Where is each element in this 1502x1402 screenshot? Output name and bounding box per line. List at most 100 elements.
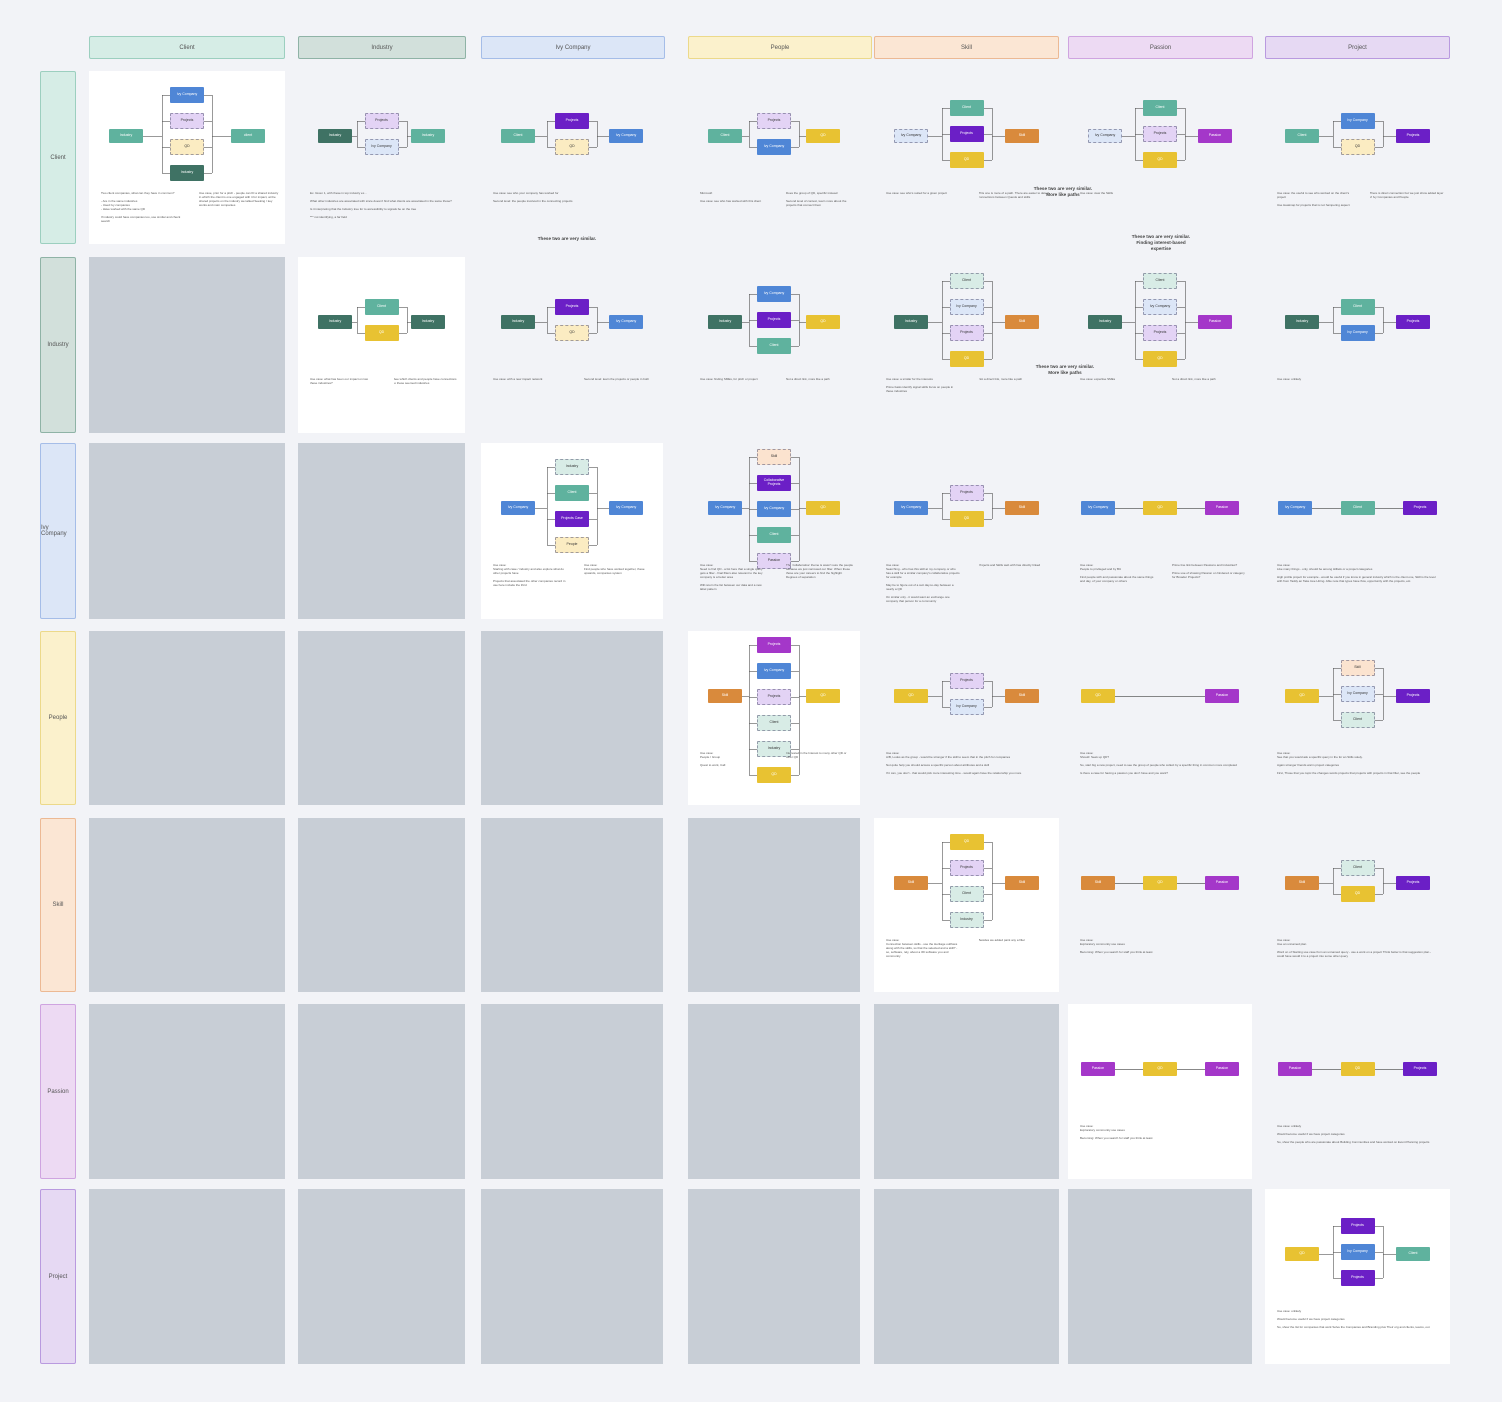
node-ivy-company[interactable]: Ivy Company [757, 139, 791, 155]
column-header-people[interactable]: People [688, 36, 872, 59]
node-industry[interactable]: Industry [411, 315, 445, 329]
node-industry[interactable]: Industry [757, 741, 791, 757]
node-projects[interactable]: Projects [1396, 689, 1430, 703]
row-header-project[interactable]: Project [40, 1189, 76, 1364]
node-projects[interactable]: Projects [757, 312, 791, 328]
node-industry[interactable]: Industry [501, 315, 535, 329]
node-industry[interactable]: Industry [318, 129, 352, 143]
column-header-skill[interactable]: Skill [874, 36, 1059, 59]
node-ivy-company[interactable]: Ivy Company [1081, 501, 1115, 515]
node-projects[interactable]: Projects [1403, 1062, 1437, 1076]
node-ivy-company[interactable]: Ivy Company [757, 286, 791, 302]
node-client[interactable]: Client [1143, 100, 1177, 116]
node-qd[interactable]: QD [170, 139, 204, 155]
node-qd[interactable]: QD [1340, 1062, 1375, 1076]
node-ivy-company[interactable]: Ivy Company [609, 501, 643, 515]
node-skill[interactable]: Skill [1285, 876, 1319, 890]
node-projects[interactable]: Projects [1143, 126, 1177, 142]
node-ivy-company[interactable]: Ivy Company [757, 501, 791, 517]
node-projects-case[interactable]: Projects Case [555, 511, 589, 527]
node-client[interactable]: Client [757, 715, 791, 731]
node-passion[interactable]: Passion [1205, 1062, 1239, 1076]
node-passion[interactable]: Passion [1205, 876, 1239, 890]
node-industry[interactable]: Industry [708, 315, 742, 329]
node-skill[interactable]: Skill [708, 689, 742, 703]
node-client[interactable]: Client [949, 273, 984, 289]
node-ivy-company[interactable]: Ivy Company [894, 501, 928, 515]
node-client[interactable]: Client [1285, 129, 1319, 143]
node-passion[interactable]: Passion [757, 553, 791, 569]
node-projects[interactable]: Projects [949, 126, 984, 142]
node-qd[interactable]: QD [1340, 139, 1375, 155]
node-client[interactable]: Client [1143, 273, 1177, 289]
node-client[interactable]: Client [1340, 299, 1375, 315]
row-header-passion[interactable]: Passion [40, 1004, 76, 1179]
node-client[interactable]: Client [1340, 501, 1375, 515]
node-qd[interactable]: QD [949, 351, 984, 367]
node-projects[interactable]: Projects [555, 113, 589, 129]
node-client[interactable]: client [231, 129, 265, 143]
node-projects[interactable]: Projects [555, 299, 589, 315]
node-ivy-company[interactable]: Ivy Company [1340, 1244, 1375, 1260]
node-qd[interactable]: QD [1143, 351, 1177, 367]
node-industry[interactable]: Industry [1285, 315, 1319, 329]
node-qd[interactable]: QD [949, 511, 984, 527]
node-client[interactable]: Client [949, 886, 984, 902]
node-ivy-company[interactable]: Ivy Company [1340, 113, 1375, 129]
node-qd[interactable]: QD [555, 325, 589, 341]
row-header-skill[interactable]: Skill [40, 818, 76, 992]
node-ivy-company[interactable]: Ivy Company [949, 299, 984, 315]
node-skill[interactable]: Skill [1005, 129, 1039, 143]
node-qd[interactable]: QD [894, 689, 928, 703]
row-header-people[interactable]: People [40, 631, 76, 805]
node-ivy-company[interactable]: Ivy Company [1088, 129, 1122, 143]
node-ivy-company[interactable]: Ivy Company [1340, 686, 1375, 702]
node-projects[interactable]: Projects [949, 485, 984, 501]
node-collaborative-projects[interactable]: Collaborative Projects [757, 475, 791, 491]
node-client[interactable]: Client [757, 527, 791, 543]
node-ivy-company[interactable]: Ivy Company [364, 139, 399, 155]
node-qd[interactable]: QD [949, 152, 984, 168]
node-industry[interactable]: Industry [555, 459, 589, 475]
node-projects[interactable]: Projects [1396, 129, 1430, 143]
node-qd[interactable]: QD [364, 325, 399, 341]
node-ivy-company[interactable]: Ivy Company [609, 129, 643, 143]
node-skill[interactable]: Skill [1005, 876, 1039, 890]
node-qd[interactable]: QD [806, 129, 840, 143]
node-projects[interactable]: Projects [170, 113, 204, 129]
node-ivy-company[interactable]: Ivy Company [949, 699, 984, 715]
row-header-industry[interactable]: Industry [40, 257, 76, 433]
node-skill[interactable]: Skill [757, 449, 791, 465]
node-ivy-company[interactable]: Ivy Company [1278, 501, 1312, 515]
node-client[interactable]: Client [1340, 860, 1375, 876]
node-industry[interactable]: Industry [411, 129, 445, 143]
node-client[interactable]: Client [501, 129, 535, 143]
node-ivy-company[interactable]: Ivy Company [894, 129, 928, 143]
node-projects[interactable]: Projects [1403, 501, 1437, 515]
row-header-client[interactable]: Client [40, 71, 76, 244]
node-people[interactable]: People [555, 537, 589, 553]
column-header-passion[interactable]: Passion [1068, 36, 1253, 59]
node-skill[interactable]: Skill [1005, 689, 1039, 703]
node-projects[interactable]: Projects [757, 113, 791, 129]
node-passion[interactable]: Passion [1081, 1062, 1115, 1076]
node-projects[interactable]: Projects [949, 325, 984, 341]
node-industry[interactable]: Industry [894, 315, 928, 329]
node-qd[interactable]: QD [1143, 501, 1177, 515]
node-projects[interactable]: Projects [757, 637, 791, 653]
node-qd[interactable]: QD [1285, 689, 1319, 703]
node-qd[interactable]: QD [806, 501, 840, 515]
node-projects[interactable]: Projects [1396, 315, 1430, 329]
node-skill[interactable]: Skill [1005, 315, 1039, 329]
node-ivy-company[interactable]: Ivy Company [1143, 299, 1177, 315]
column-header-industry[interactable]: Industry [298, 36, 466, 59]
node-industry[interactable]: Industry [1088, 315, 1122, 329]
node-qd[interactable]: QD [555, 139, 589, 155]
node-ivy-company[interactable]: Ivy Company [501, 501, 535, 515]
node-projects[interactable]: Projects [949, 673, 984, 689]
node-industry[interactable]: Industry [318, 315, 352, 329]
node-passion[interactable]: Passion [1205, 689, 1239, 703]
node-qd[interactable]: QD [806, 315, 840, 329]
node-passion[interactable]: Passion [1198, 315, 1232, 329]
node-projects[interactable]: Projects [757, 689, 791, 705]
